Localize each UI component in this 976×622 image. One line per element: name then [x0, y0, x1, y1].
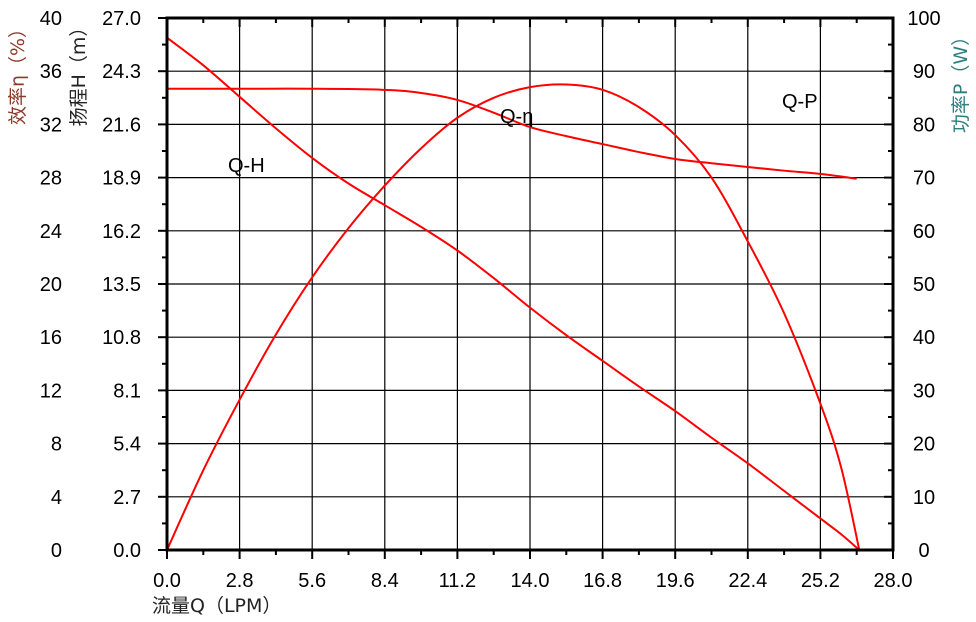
x-tick-label: 22.4: [728, 570, 767, 592]
head-tick-label: 16.2: [102, 221, 141, 243]
efficiency-tick-label: 8: [51, 434, 62, 456]
power-tick-label: 0: [918, 540, 929, 562]
power-tick-label: 60: [913, 221, 935, 243]
curve-label-q-h: Q-H: [228, 155, 265, 177]
power-tick-label: 30: [913, 380, 935, 402]
x-tick-label: 25.2: [801, 570, 840, 592]
x-tick-label: 8.4: [371, 570, 399, 592]
efficiency-tick-label: 36: [40, 61, 62, 83]
efficiency-axis-label: 效率η（%）: [7, 19, 29, 125]
curves: [166, 36, 861, 551]
x-axis-label: 流量Q（LPM）: [152, 595, 281, 617]
x-tick-label: 2.8: [226, 570, 254, 592]
power-tick-label: 80: [913, 114, 935, 136]
efficiency-tick-label: 28: [40, 168, 62, 190]
efficiency-tick-label: 24: [40, 221, 62, 243]
head-tick-label: 5.4: [113, 434, 141, 456]
head-axis-label: 扬程H（m）: [68, 18, 90, 127]
power-tick-label: 50: [913, 274, 935, 296]
head-tick-label: 27.0: [102, 8, 141, 30]
curve-q-eta: [166, 83, 861, 551]
power-axis-label: 功率P（W）: [950, 27, 972, 133]
power-tick-label: 40: [913, 327, 935, 349]
curve-label-q-p: Q-P: [782, 91, 818, 113]
power-tick-label: 20: [913, 434, 935, 456]
axes: [158, 16, 895, 559]
head-tick-label: 21.6: [102, 114, 141, 136]
power-tick-label: 70: [913, 168, 935, 190]
efficiency-tick-label: 40: [40, 8, 62, 30]
plot-frame: [165, 16, 895, 552]
head-tick-label: 24.3: [102, 61, 141, 83]
efficiency-tick-label: 20: [40, 274, 62, 296]
x-tick-label: 14.0: [511, 570, 550, 592]
head-tick-label: 13.5: [102, 274, 141, 296]
curve-q-p: [167, 87, 857, 180]
x-tick-label: 28.0: [874, 570, 913, 592]
efficiency-tick-label: 0: [51, 540, 62, 562]
x-tick-label: 5.6: [298, 570, 326, 592]
head-tick-label: 8.1: [113, 380, 141, 402]
x-tick-label: 16.8: [583, 570, 622, 592]
grid: [167, 18, 893, 550]
x-tick-label: 0.0: [153, 570, 181, 592]
x-tick-label: 19.6: [656, 570, 695, 592]
power-tick-label: 100: [907, 8, 940, 30]
head-tick-label: 0.0: [113, 540, 141, 562]
efficiency-tick-label: 16: [40, 327, 62, 349]
tick-labels: 0.0 2.8 5.6 8.4 11.2 14.0 16.8 19.6 22.4 25.2 28.0…: [40, 8, 941, 592]
efficiency-tick-label: 32: [40, 114, 62, 136]
power-tick-label: 10: [913, 487, 935, 509]
head-tick-label: 2.7: [113, 487, 141, 509]
power-tick-label: 90: [913, 61, 935, 83]
efficiency-tick-label: 12: [40, 380, 62, 402]
curve-q-h: [166, 36, 860, 551]
x-tick-label: 11.2: [439, 570, 476, 592]
efficiency-tick-label: 4: [51, 487, 62, 509]
curve-label-q-eta: Q-η: [500, 106, 533, 128]
head-tick-label: 18.9: [102, 168, 141, 190]
head-tick-label: 10.8: [102, 327, 141, 349]
